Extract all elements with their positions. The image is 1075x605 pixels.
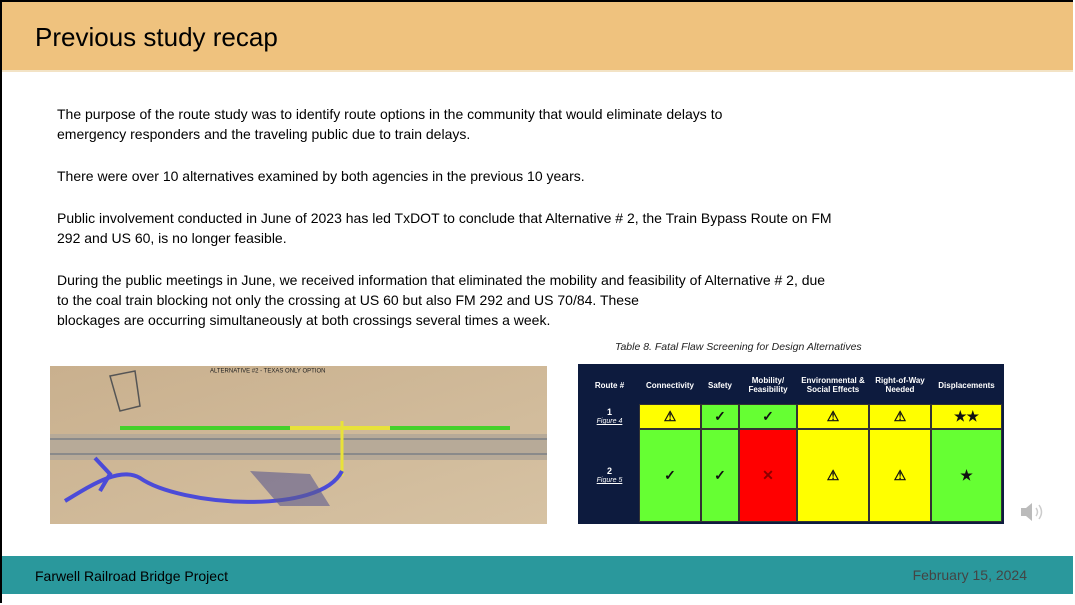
paragraph: During the public meetings in June, we r… xyxy=(57,270,832,330)
rating-cell: ★★ xyxy=(931,404,1002,429)
text-line: 292 and US 60, is no longer feasible. xyxy=(57,228,832,248)
table-caption: Table 8. Fatal Flaw Screening for Design… xyxy=(615,341,862,353)
header-cell: Environmental & Social Effects xyxy=(797,366,869,404)
text-line: There were over 10 alternatives examined… xyxy=(57,166,832,186)
text-line: blockages are occurring simultaneously a… xyxy=(57,310,832,330)
speaker-icon xyxy=(1017,499,1047,525)
slide: Previous study recap The purpose of the … xyxy=(0,0,1073,603)
header-cell: Right-of-Way Needed xyxy=(869,366,931,404)
text-line: to the coal train blocking not only the … xyxy=(57,290,832,310)
rating-cell: ⚠ xyxy=(869,404,931,429)
text-line: During the public meetings in June, we r… xyxy=(57,270,832,290)
text-line: The purpose of the route study was to id… xyxy=(57,104,832,124)
route-figure: Figure 5 xyxy=(597,476,623,485)
rating-cell: ✓ xyxy=(739,404,797,429)
header-cell: Displacements xyxy=(931,366,1002,404)
route-number: 2 xyxy=(607,466,612,476)
paragraph: The purpose of the route study was to id… xyxy=(57,104,832,144)
footer-band: Farwell Railroad Bridge Project February… xyxy=(2,556,1073,594)
rating-cell: ⚠ xyxy=(797,404,869,429)
route-number: 1 xyxy=(607,407,612,417)
paragraph: Public involvement conducted in June of … xyxy=(57,208,832,248)
footer-project: Farwell Railroad Bridge Project xyxy=(35,568,228,584)
route-figure: Figure 4 xyxy=(597,417,623,426)
header-cell: Connectivity xyxy=(639,366,701,404)
rating-cell: ✓ xyxy=(701,429,739,522)
rating-cell: ★ xyxy=(931,429,1002,522)
rating-cell: ⚠ xyxy=(869,429,931,522)
header-cell: Mobility/ Feasibility xyxy=(739,366,797,404)
header-cell: Route # xyxy=(580,366,639,404)
map-image: ALTERNATIVE #2 - TEXAS ONLY OPTION xyxy=(50,366,547,524)
rating-cell: ⚠ xyxy=(639,404,701,429)
header-cell: Safety xyxy=(701,366,739,404)
header-band: Previous study recap xyxy=(2,2,1073,72)
screening-table: Table 8. Fatal Flaw Screening for Design… xyxy=(575,340,1005,524)
rating-cell: ⚠ xyxy=(797,429,869,522)
paragraph: There were over 10 alternatives examined… xyxy=(57,166,832,186)
text-line: Public involvement conducted in June of … xyxy=(57,208,832,228)
text-line: emergency responders and the traveling p… xyxy=(57,124,832,144)
map-label: ALTERNATIVE #2 - TEXAS ONLY OPTION xyxy=(210,369,325,375)
slide-title: Previous study recap xyxy=(35,22,278,53)
rating-cell: ✕ xyxy=(739,429,797,522)
rating-cell: ✓ xyxy=(639,429,701,522)
footer-date: February 15, 2024 xyxy=(913,567,1027,583)
rating-cell: ✓ xyxy=(701,404,739,429)
body-text: The purpose of the route study was to id… xyxy=(57,104,832,352)
